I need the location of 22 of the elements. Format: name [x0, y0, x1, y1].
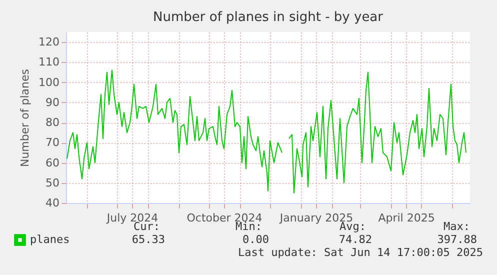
text: 74.82 — [338, 233, 372, 246]
y-tick-label: 70 — [46, 136, 60, 150]
text: Cur: — [134, 220, 160, 233]
text: 397.88 — [437, 233, 477, 246]
y-tick-label: 60 — [46, 156, 60, 170]
y-tick-label: 120 — [38, 36, 60, 49]
text: Avg: — [340, 220, 366, 233]
y-tick-label: 90 — [46, 96, 60, 109]
y-tick-label: 80 — [46, 116, 60, 130]
x-tick-label: April 2025 — [378, 212, 435, 224]
text: 65.33 — [132, 233, 165, 246]
y-axis-title: Number of planes — [18, 68, 32, 168]
legend-label: planes — [30, 233, 70, 246]
y-tick-label: 50 — [46, 176, 60, 190]
y-tick-label: 110 — [38, 56, 60, 69]
text: Last update: Sat Jun 14 17:00:05 2025 — [238, 246, 483, 259]
chart-title: Number of planes in sight - by year — [153, 10, 384, 25]
y-tick-label: 40 — [46, 196, 60, 210]
text: 0.00 — [242, 233, 269, 246]
text: Min: — [236, 220, 262, 233]
text: Max: — [444, 220, 470, 233]
y-tick-label: 100 — [38, 76, 60, 89]
